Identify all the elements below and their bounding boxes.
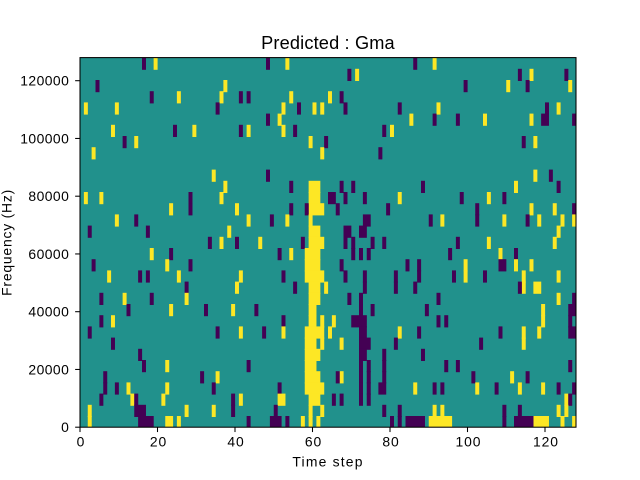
svg-text:120: 120 — [533, 434, 559, 450]
svg-text:0: 0 — [61, 419, 69, 435]
svg-text:20: 20 — [150, 434, 167, 450]
svg-text:60000: 60000 — [28, 246, 69, 262]
svg-text:60: 60 — [305, 434, 322, 450]
svg-text:100000: 100000 — [20, 130, 69, 146]
svg-text:100: 100 — [456, 434, 482, 450]
svg-text:Time step: Time step — [292, 453, 363, 469]
svg-text:20000: 20000 — [28, 361, 69, 377]
svg-text:80: 80 — [382, 434, 399, 450]
svg-text:Frequency (Hz): Frequency (Hz) — [0, 189, 15, 296]
svg-text:40: 40 — [227, 434, 244, 450]
svg-text:0: 0 — [77, 434, 86, 450]
svg-text:80000: 80000 — [28, 188, 69, 204]
svg-text:120000: 120000 — [20, 73, 69, 89]
svg-text:Predicted : Gma: Predicted : Gma — [261, 33, 395, 53]
svg-text:40000: 40000 — [28, 304, 69, 320]
